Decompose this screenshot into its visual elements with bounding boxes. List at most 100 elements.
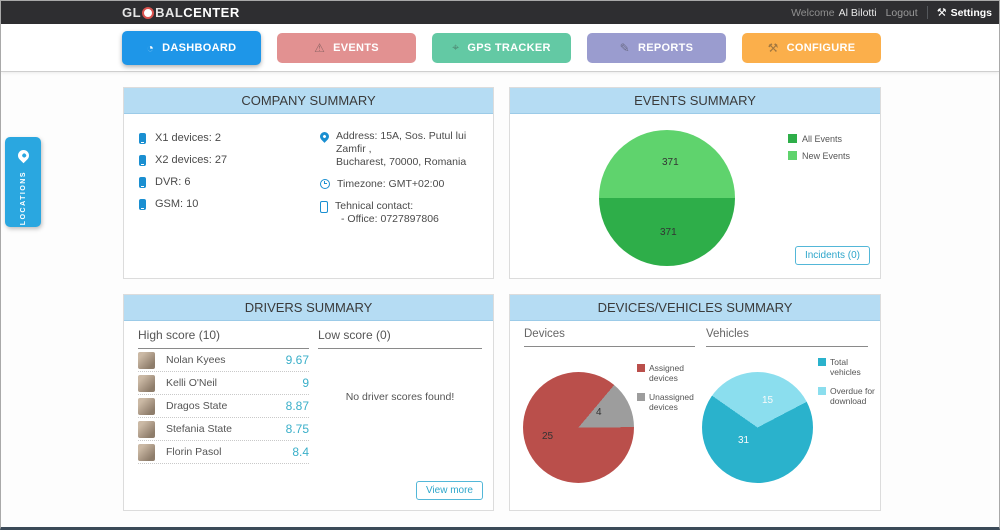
device-stats-list: X1 devices: 2 X2 devices: 27 DVR: 6 GSM:…	[139, 132, 227, 220]
driver-name: Florin Pasol	[166, 446, 222, 458]
tab-events[interactable]: ⚠ EVENTS	[277, 32, 416, 63]
tab-dashboard[interactable]: ◔ DASHBOARD	[122, 30, 261, 65]
device-stat: DVR: 6	[139, 176, 227, 188]
device-stat-label: X2 devices: 27	[155, 154, 228, 166]
tab-reports[interactable]: ✎ REPORTS	[587, 32, 726, 63]
logout-link[interactable]: Logout	[885, 6, 918, 19]
welcome-label: Welcome	[791, 6, 835, 19]
main-nav: ◔ DASHBOARD ⚠ EVENTS ⌖ GPS TRACKER ✎ REP…	[1, 24, 999, 72]
contact-text: Tehnical contact: - Office: 0727897806	[335, 200, 439, 226]
legend-label: Total vehicles	[830, 357, 861, 377]
mobile-device-icon	[139, 154, 146, 166]
events-chart-legend: All Events New Events	[788, 134, 850, 168]
tab-label: REPORTS	[638, 41, 694, 54]
panel-title: DEVICES/VEHICLES SUMMARY	[510, 295, 880, 321]
locations-side-tab[interactable]: LOCATIONS	[5, 137, 41, 227]
legend-label: Overdue for download	[830, 386, 875, 406]
address-line2: Bucharest, 70000, Romania	[336, 156, 467, 168]
panel-title: DRIVERS SUMMARY	[124, 295, 493, 321]
timezone-row: Timezone: GMT+02:00	[320, 178, 493, 191]
incidents-button[interactable]: Incidents (0)	[794, 246, 870, 265]
legend-label: All Events	[802, 134, 843, 144]
device-stat-label: X1 devices: 2	[155, 132, 222, 144]
tab-label: DASHBOARD	[162, 41, 237, 54]
driver-row: Stefania State 8.75	[138, 418, 309, 441]
avatar	[138, 397, 155, 415]
timezone-text: Timezone: GMT+02:00	[337, 178, 445, 190]
mobile-device-icon	[139, 132, 146, 144]
no-scores-message: No driver scores found!	[345, 391, 455, 403]
avatar	[138, 420, 155, 438]
wrench-icon: ⚒	[767, 40, 779, 55]
legend-swatch	[637, 364, 645, 372]
panel-title: EVENTS SUMMARY	[510, 88, 880, 114]
events-pie-chart	[599, 130, 735, 266]
driver-score: 9	[302, 376, 309, 390]
avatar	[138, 443, 155, 461]
tab-label: EVENTS	[333, 41, 379, 54]
settings-icon: ⚒	[936, 7, 947, 19]
legend-item: Unassigned devices	[637, 392, 697, 412]
topbar: GL BAL CENTER Welcome Al Bilotti Logout …	[1, 1, 999, 24]
drivers-summary-panel: DRIVERS SUMMARY High score (10) Nolan Ky…	[123, 294, 494, 511]
logo-text-center: CENTER	[183, 5, 240, 20]
devices-chart-legend: Assigned devices Unassigned devices	[637, 363, 697, 421]
locations-label: LOCATIONS	[19, 171, 27, 226]
panel-title: COMPANY SUMMARY	[124, 88, 493, 114]
avatar	[138, 374, 155, 392]
device-stat: X2 devices: 27	[139, 154, 227, 166]
events-summary-panel: EVENTS SUMMARY All Events New Events 371…	[509, 87, 881, 279]
low-score-header: Low score (0)	[318, 328, 482, 349]
driver-row: Nolan Kyees 9.67	[138, 349, 309, 372]
driver-row: Dragos State 8.87	[138, 395, 309, 418]
driver-score: 9.67	[285, 353, 309, 367]
company-info: Address: 15A, Sos. Putul lui Zamfir , Bu…	[318, 130, 493, 235]
legend-item: Total vehicles	[818, 357, 876, 377]
map-pin-icon	[15, 147, 31, 164]
logo-text-bal: BAL	[155, 5, 184, 20]
address-row: Address: 15A, Sos. Putul lui Zamfir , Bu…	[318, 130, 493, 169]
legend-item: Assigned devices	[637, 363, 697, 383]
contact-row: Tehnical contact: - Office: 0727897806	[320, 200, 493, 226]
legend-swatch	[818, 358, 826, 366]
username: Al Bilotti	[838, 6, 877, 19]
high-score-header: High score (10)	[138, 328, 309, 349]
settings-button[interactable]: ⚒ Settings	[936, 6, 992, 20]
legend-item: All Events	[788, 134, 850, 144]
contact-value: - Office: 0727897806	[341, 213, 439, 225]
gauge-icon: ◔	[146, 40, 155, 55]
legend-item: Overdue for download	[818, 386, 876, 406]
clock-icon	[320, 179, 330, 189]
driver-score: 8.75	[285, 422, 309, 436]
globe-icon	[142, 6, 155, 19]
legend-label: Unassigned devices	[649, 392, 694, 412]
vehicles-header: Vehicles	[706, 328, 868, 347]
view-more-button[interactable]: View more	[415, 481, 483, 500]
legend-swatch	[788, 134, 797, 143]
legend-swatch	[637, 393, 645, 401]
topbar-divider	[926, 6, 928, 19]
company-summary-panel: COMPANY SUMMARY X1 devices: 2 X2 devices…	[123, 87, 494, 279]
pie-slice-value: 15	[762, 395, 774, 406]
app-logo: GL BAL CENTER	[122, 1, 240, 24]
mobile-device-icon	[139, 198, 146, 210]
map-pin-icon	[318, 130, 331, 143]
contact-label: Tehnical contact:	[335, 200, 414, 212]
pie-slice-value: 371	[660, 227, 677, 238]
driver-name: Stefania State	[166, 423, 232, 435]
address-text: Address: 15A, Sos. Putul lui Zamfir , Bu…	[336, 130, 493, 169]
device-stat: GSM: 10	[139, 198, 227, 210]
driver-name: Kelli O'Neil	[166, 377, 218, 389]
devices-header: Devices	[524, 328, 695, 347]
legend-label: New Events	[802, 151, 851, 161]
tab-configure[interactable]: ⚒ CONFIGURE	[742, 32, 881, 63]
tab-label: GPS TRACKER	[467, 41, 551, 54]
tab-gps-tracker[interactable]: ⌖ GPS TRACKER	[432, 32, 571, 63]
device-stat-label: GSM: 10	[155, 198, 199, 210]
warning-icon: ⚠	[314, 40, 326, 55]
topbar-user-area: Welcome Al Bilotti Logout ⚒ Settings	[791, 1, 992, 24]
driver-name: Dragos State	[166, 400, 228, 412]
legend-label: Assigned devices	[649, 363, 684, 383]
driver-score: 8.87	[285, 399, 309, 413]
